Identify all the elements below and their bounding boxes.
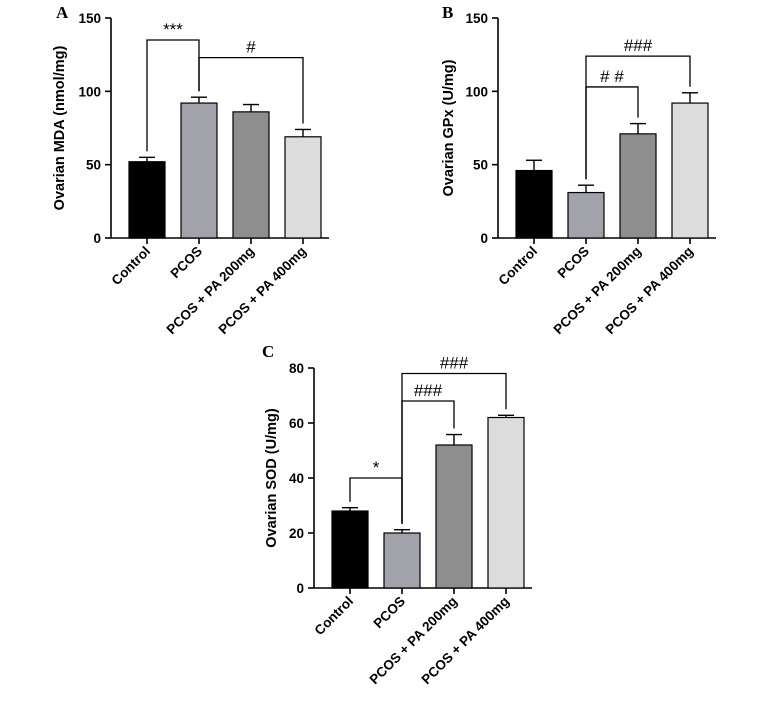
y-tick-label: 100	[78, 84, 101, 99]
x-tick-label: Control	[109, 244, 154, 289]
bar	[128, 161, 166, 239]
bar	[487, 416, 525, 589]
bar	[515, 169, 553, 239]
y-tick-label: 0	[93, 231, 101, 246]
bar	[284, 136, 322, 239]
significance-bracket	[585, 55, 691, 180]
bar	[383, 532, 421, 589]
panel-letter: A	[56, 3, 69, 22]
bar	[567, 191, 605, 239]
y-axis-label: Ovarian MDA (nmol/mg)	[52, 46, 68, 211]
significance-label: ###	[414, 381, 443, 400]
y-tick-label: 0	[296, 581, 304, 596]
panel-letter: B	[442, 3, 453, 22]
x-tick-label: PCOS + PA 400mg	[215, 244, 309, 338]
significance-label: ###	[624, 36, 653, 55]
bar	[232, 111, 270, 239]
y-tick-label: 40	[289, 471, 304, 486]
y-tick-label: 60	[289, 416, 304, 431]
x-tick-label: PCOS + PA 400mg	[602, 244, 696, 338]
significance-label: #	[246, 38, 256, 57]
y-tick-label: 50	[86, 158, 101, 173]
x-tick-label: PCOS	[370, 594, 408, 632]
panel-letter: C	[262, 342, 274, 361]
y-tick-label: 80	[289, 361, 304, 376]
y-tick-label: 150	[78, 11, 101, 26]
x-tick-label: PCOS + PA 200mg	[163, 244, 257, 338]
y-axis-label: Ovarian GPx (U/mg)	[441, 59, 457, 196]
bar	[180, 102, 218, 239]
x-tick-label: PCOS + PA 400mg	[418, 594, 512, 688]
x-tick-label: Control	[312, 594, 357, 639]
bar	[619, 133, 657, 239]
y-tick-label: 20	[289, 526, 304, 541]
x-tick-label: Control	[496, 244, 541, 289]
y-tick-label: 150	[465, 11, 488, 26]
y-tick-label: 50	[473, 158, 488, 173]
y-tick-label: 100	[465, 84, 488, 99]
y-axis-label: Ovarian SOD (U/mg)	[264, 408, 280, 548]
bar	[331, 510, 369, 589]
significance-label: # #	[600, 67, 624, 86]
bar	[435, 444, 473, 589]
significance-label: *	[373, 458, 380, 477]
x-tick-label: PCOS	[554, 244, 592, 282]
x-tick-label: PCOS	[167, 244, 205, 282]
significance-label: ###	[440, 354, 469, 373]
significance-label: ***	[163, 20, 183, 39]
x-tick-label: PCOS + PA 200mg	[550, 244, 644, 338]
significance-bracket	[198, 56, 304, 124]
significance-bracket	[401, 372, 507, 524]
y-tick-label: 0	[480, 231, 488, 246]
bar	[671, 102, 709, 239]
x-tick-label: PCOS + PA 200mg	[366, 594, 460, 688]
